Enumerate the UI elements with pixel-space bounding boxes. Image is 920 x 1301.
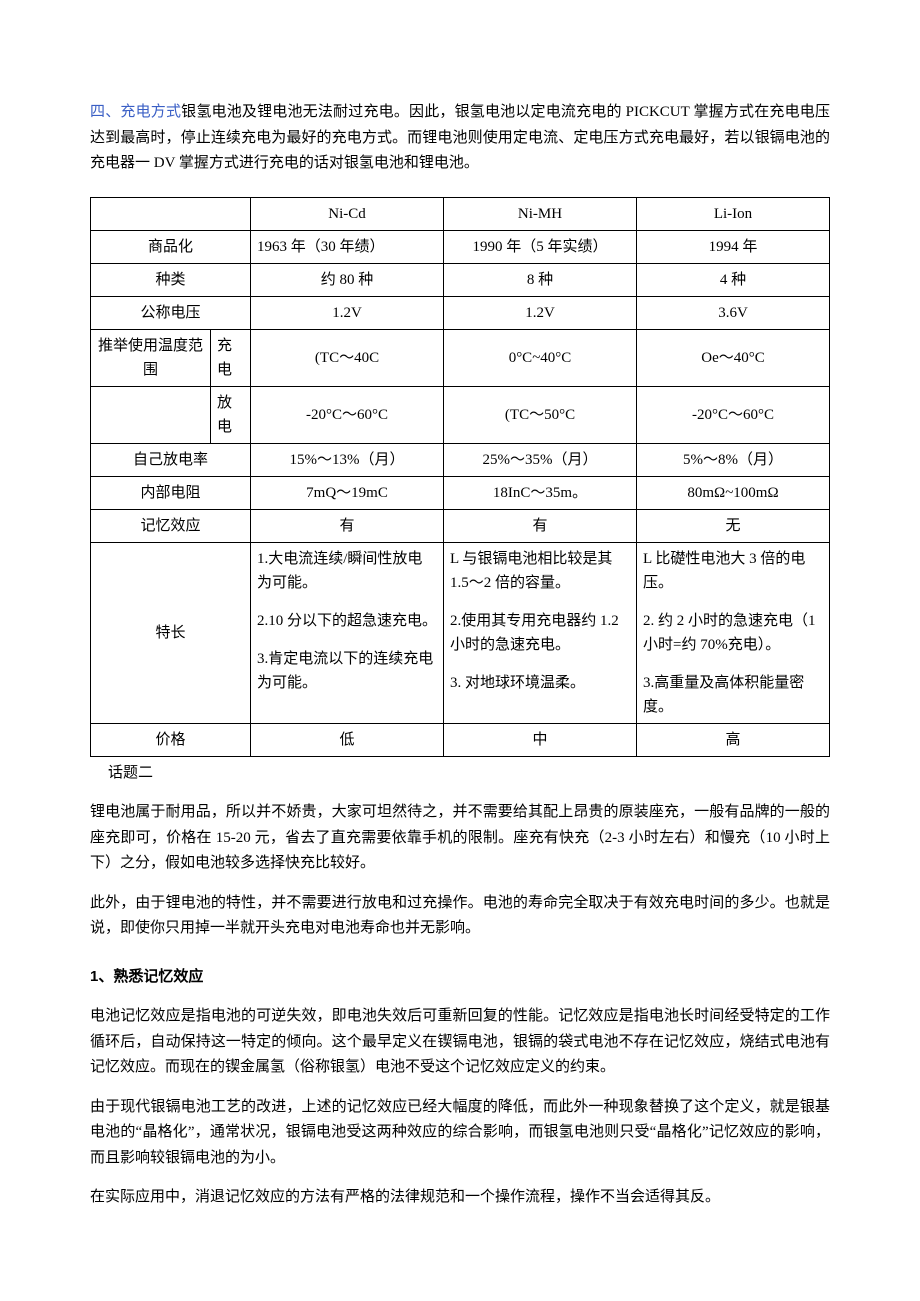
row-label-empty: [91, 386, 211, 443]
cell: 0°C~40°C: [444, 329, 637, 386]
body-paragraph: 锂电池属于耐用品，所以并不娇贵，大家可坦然待之，并不需要给其配上昂贵的原装座充，…: [90, 800, 830, 877]
cell: -20°C～60°C: [637, 386, 830, 443]
header-liion: Li-Ion: [637, 197, 830, 230]
heading-text: 、熟悉记忆效应: [98, 969, 203, 985]
feature-item: 2.10 分以下的超急速充电。: [257, 609, 437, 633]
cell: 4 种: [637, 263, 830, 296]
cell: 1.2V: [444, 296, 637, 329]
cell: (TC～40C: [251, 329, 444, 386]
row-label: 记忆效应: [91, 509, 251, 542]
row-label: 自己放电率: [91, 443, 251, 476]
row-label: 价格: [91, 723, 251, 756]
cell: 高: [637, 723, 830, 756]
row-label: 内部电阻: [91, 476, 251, 509]
feature-item: 3. 对地球环境温柔。: [450, 671, 630, 695]
table-row: 自己放电率 15%～13%（月） 25%～35%（月） 5%～8%（月）: [91, 443, 830, 476]
cell: 25%～35%（月）: [444, 443, 637, 476]
feature-item: 1.大电流连续/瞬间性放电为可能。: [257, 547, 437, 595]
cell: 7mQ～19mC: [251, 476, 444, 509]
sub-label: 充电: [211, 329, 251, 386]
cell: 5%～8%（月）: [637, 443, 830, 476]
table-header-row: Ni-Cd Ni-MH Li-Ion: [91, 197, 830, 230]
feature-item: 2.使用其专用充电器约 1.2 小时的急速充电。: [450, 609, 630, 657]
feature-item: 3.高重量及高体积能量密度。: [643, 671, 823, 719]
row-label: 种类: [91, 263, 251, 296]
intro-text: 银氢电池及锂电池无法耐过充电。因此，银氢电池以定电流充电的 PICKCUT 掌握…: [90, 104, 830, 171]
row-label: 推举使用温度范围: [91, 329, 211, 386]
battery-comparison-table: Ni-Cd Ni-MH Li-Ion 商品化 1963 年（30 年绩） 199…: [90, 197, 830, 757]
table-caption: 话题二: [108, 761, 830, 787]
feature-item: L 比礎性电池大 3 倍的电压。: [643, 547, 823, 595]
cell: 无: [637, 509, 830, 542]
cell: 15%～13%（月）: [251, 443, 444, 476]
cell: 80mΩ~100mΩ: [637, 476, 830, 509]
cell: 1963 年（30 年绩）: [251, 230, 444, 263]
cell: 1994 年: [637, 230, 830, 263]
table-row: 推举使用温度范围 充电 (TC～40C 0°C~40°C Oe～40°C: [91, 329, 830, 386]
cell: Oe～40°C: [637, 329, 830, 386]
feature-item: L 与银镉电池相比较是其 1.5～2 倍的容量。: [450, 547, 630, 595]
section-label: 四、充电方式: [90, 104, 181, 120]
cell: 8 种: [444, 263, 637, 296]
cell: 18InC～35m。: [444, 476, 637, 509]
table-row: 内部电阻 7mQ～19mC 18InC～35m。 80mΩ~100mΩ: [91, 476, 830, 509]
body-paragraph: 此外，由于锂电池的特性，并不需要进行放电和过充操作。电池的寿命完全取决于有效充电…: [90, 891, 830, 942]
cell: 1990 年（5 年实绩）: [444, 230, 637, 263]
features-nimh: L 与银镉电池相比较是其 1.5～2 倍的容量。 2.使用其专用充电器约 1.2…: [444, 542, 637, 723]
body-paragraph: 由于现代银镉电池工艺的改进，上述的记忆效应已经大幅度的降低，而此外一种现象替换了…: [90, 1095, 830, 1172]
row-label: 公称电压: [91, 296, 251, 329]
body-paragraph: 在实际应用中，消退记忆效应的方法有严格的法律规范和一个操作流程，操作不当会适得其…: [90, 1185, 830, 1211]
row-label: 商品化: [91, 230, 251, 263]
table-row: 记忆效应 有 有 无: [91, 509, 830, 542]
header-empty: [91, 197, 251, 230]
table-row: 公称电压 1.2V 1.2V 3.6V: [91, 296, 830, 329]
table-row: 放电 -20°C～60°C (TC～50°C -20°C～60°C: [91, 386, 830, 443]
body-paragraph: 电池记忆效应是指电池的可逆失效，即电池失效后可重新回复的性能。记忆效应是指电池长…: [90, 1004, 830, 1081]
cell: (TC～50°C: [444, 386, 637, 443]
cell: 有: [251, 509, 444, 542]
table-row: 种类 约 80 种 8 种 4 种: [91, 263, 830, 296]
feature-item: 2. 约 2 小时的急速充电（1 小时=约 70%充电）。: [643, 609, 823, 657]
cell: 有: [444, 509, 637, 542]
cell: 中: [444, 723, 637, 756]
cell: -20°C～60°C: [251, 386, 444, 443]
feature-item: 3.肯定电流以下的连续充电为可能。: [257, 647, 437, 695]
header-nimh: Ni-MH: [444, 197, 637, 230]
table-row: 商品化 1963 年（30 年绩） 1990 年（5 年实绩） 1994 年: [91, 230, 830, 263]
sub-label: 放电: [211, 386, 251, 443]
header-nicd: Ni-Cd: [251, 197, 444, 230]
table-row: 价格 低 中 高: [91, 723, 830, 756]
cell: 约 80 种: [251, 263, 444, 296]
cell: 低: [251, 723, 444, 756]
cell: 1.2V: [251, 296, 444, 329]
table-row-features: 特长 1.大电流连续/瞬间性放电为可能。 2.10 分以下的超急速充电。 3.肯…: [91, 542, 830, 723]
section-heading: 1、熟悉记忆效应: [90, 964, 830, 991]
features-nicd: 1.大电流连续/瞬间性放电为可能。 2.10 分以下的超急速充电。 3.肯定电流…: [251, 542, 444, 723]
features-liion: L 比礎性电池大 3 倍的电压。 2. 约 2 小时的急速充电（1 小时=约 7…: [637, 542, 830, 723]
row-label: 特长: [91, 542, 251, 723]
cell: 3.6V: [637, 296, 830, 329]
intro-paragraph: 四、充电方式银氢电池及锂电池无法耐过充电。因此，银氢电池以定电流充电的 PICK…: [90, 100, 830, 177]
